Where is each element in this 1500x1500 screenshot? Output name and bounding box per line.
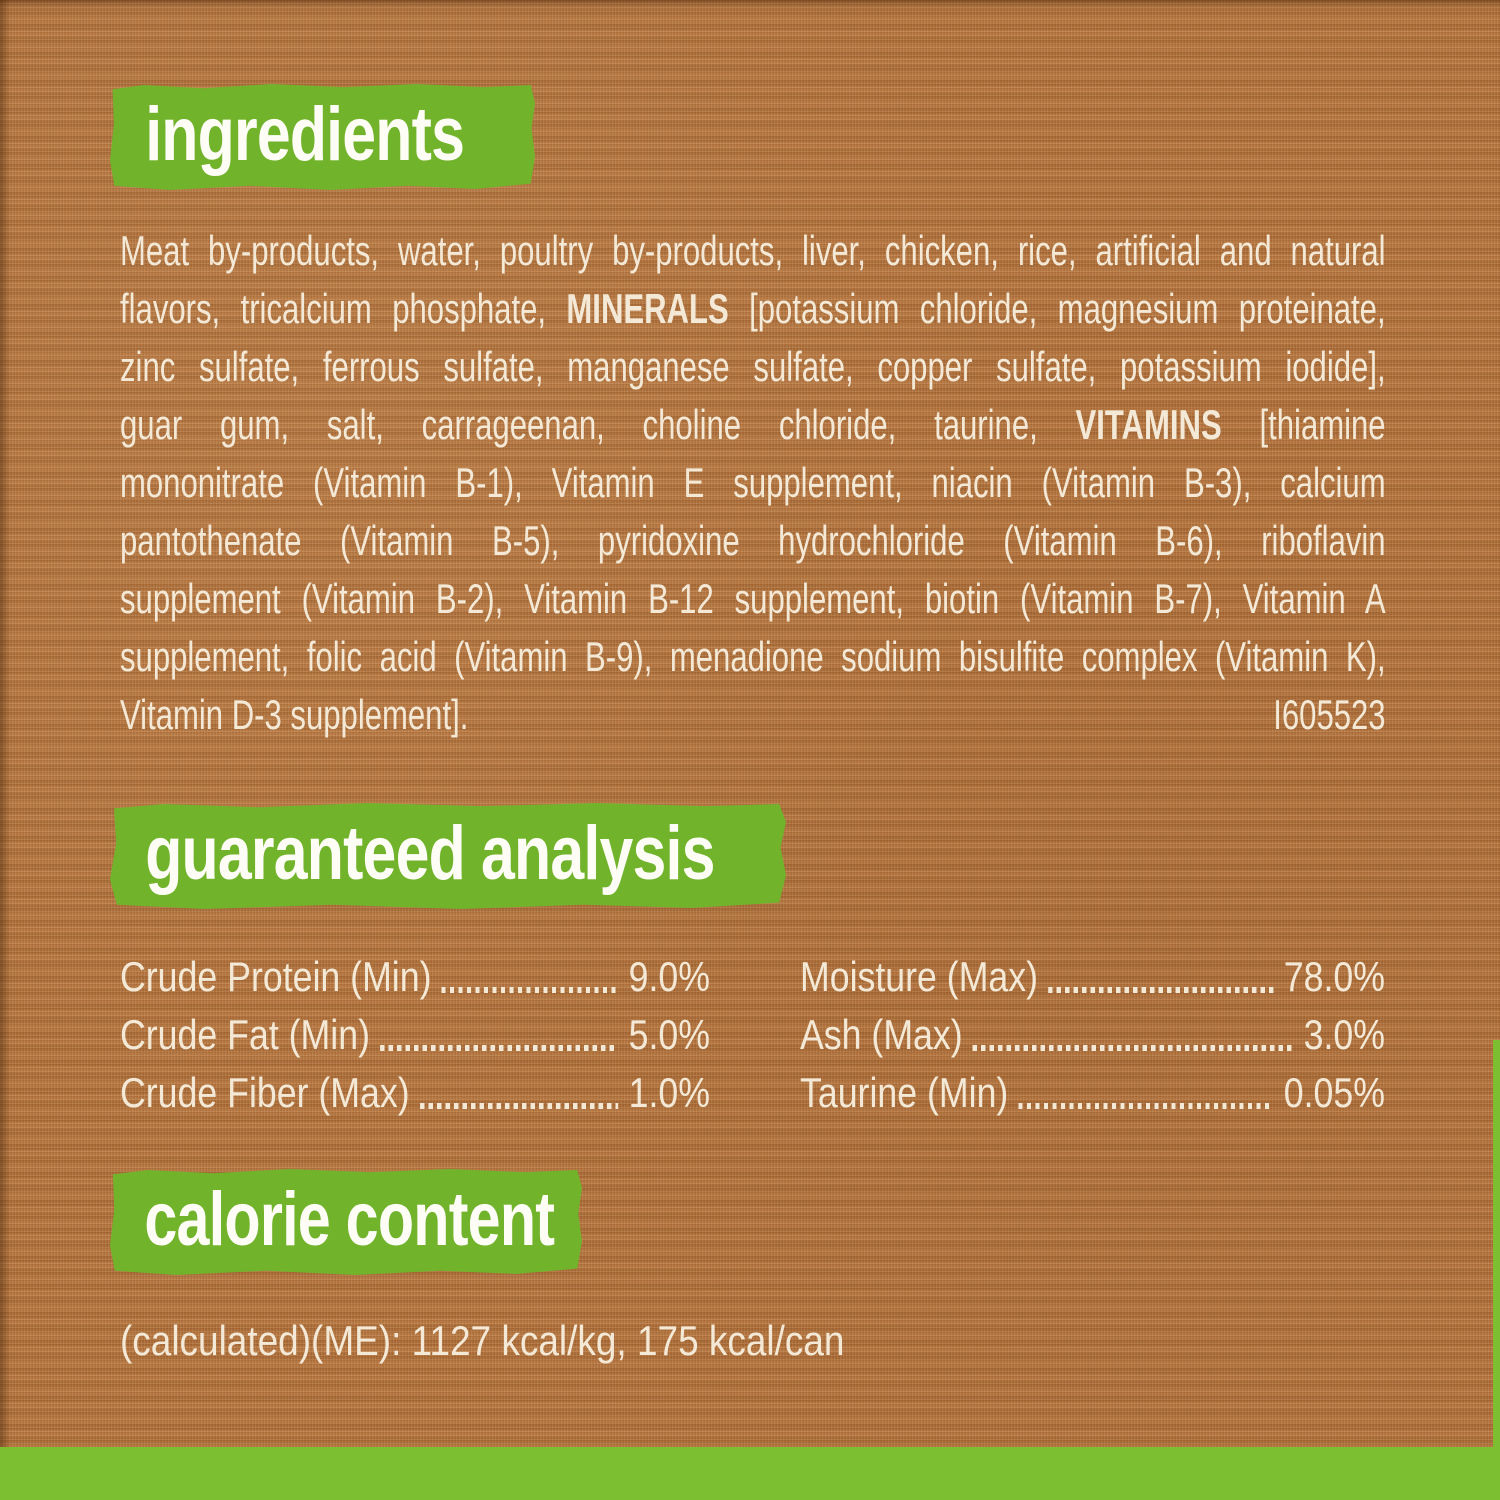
analysis-leader-dots [441, 987, 619, 993]
guaranteed-analysis-banner: guaranteed analysis [110, 803, 786, 909]
top-edge-shadow [0, 0, 1500, 9]
analysis-value: 5.0% [628, 1011, 711, 1058]
analysis-leader-dots [1018, 1103, 1274, 1109]
analysis-value: 3.0% [1303, 1011, 1386, 1058]
analysis-leader-dots [1048, 987, 1274, 993]
analysis-label: Moisture (Max) [800, 953, 1039, 1000]
ingredient-lines: Meat by-products, water, poultry by-prod… [120, 222, 1386, 686]
ingredient-line: supplement (Vitamin B-2), Vitamin B-12 s… [120, 575, 1386, 622]
analysis-label: Ash (Max) [800, 1011, 963, 1058]
calorie-content-title: calorie content [144, 1176, 555, 1262]
analysis-value: 9.0% [628, 953, 711, 1000]
analysis-column-right: Moisture (Max) 78.0% Ash (Max) 3.0% Taurine … [800, 948, 1385, 1122]
ingredient-line: supplement, folic acid (Vitamin B-9), me… [120, 633, 1386, 680]
analysis-label: Crude Fat (Min) [120, 1011, 370, 1058]
analysis-row: Ash (Max) 3.0% [800, 1006, 1385, 1064]
right-green-strip [1493, 1040, 1500, 1500]
ingredient-last-line-text: Vitamin D-3 supplement]. [120, 691, 469, 738]
ingredient-line: zinc sulfate, ferrous sulfate, manganese… [120, 343, 1386, 390]
analysis-label: Crude Fiber (Max) [120, 1069, 410, 1116]
analysis-leader-dots [972, 1045, 1294, 1051]
ingredient-line: Meat by-products, water, poultry by-prod… [120, 227, 1386, 274]
analysis-row: Crude Protein (Min) 9.0% [120, 948, 710, 1006]
analysis-row: Taurine (Min) 0.05% [800, 1064, 1385, 1122]
analysis-row: Moisture (Max) 78.0% [800, 948, 1385, 1006]
ingredients-banner: ingredients [110, 84, 535, 190]
ingredient-last-line: Vitamin D-3 supplement]. I605523 [120, 686, 1386, 744]
calorie-content-banner: calorie content [110, 1169, 582, 1275]
ingredients-paragraph: Meat by-products, water, poultry by-prod… [120, 222, 1386, 744]
analysis-value: 1.0% [628, 1069, 711, 1116]
ingredients-title: ingredients [145, 91, 465, 177]
calorie-content-text: (calculated)(ME): 1127 kcal/kg, 175 kcal… [120, 1317, 845, 1364]
analysis-leader-dots [380, 1045, 619, 1051]
analysis-value: 0.05% [1283, 1069, 1386, 1116]
left-edge-shadow [0, 0, 10, 1500]
ingredient-line: pantothenate (Vitamin B-5), pyridoxine h… [120, 517, 1386, 564]
bottom-green-bar [0, 1447, 1500, 1500]
product-code: I605523 [1273, 691, 1386, 738]
analysis-label: Crude Protein (Min) [120, 953, 432, 1000]
analysis-column-left: Crude Protein (Min) 9.0% Crude Fat (Min) 5.… [120, 948, 710, 1122]
analysis-value: 78.0% [1283, 953, 1386, 1000]
calorie-content-line: (calculated)(ME): 1127 kcal/kg, 175 kcal… [120, 1312, 940, 1370]
guaranteed-analysis-title: guaranteed analysis [145, 810, 715, 896]
ingredient-line: guar gum, salt, carrageenan, choline chl… [120, 401, 1386, 448]
analysis-leader-dots [419, 1103, 619, 1109]
analysis-row: Crude Fat (Min) 5.0% [120, 1006, 710, 1064]
ingredient-line: mononitrate (Vitamin B-1), Vitamin E sup… [120, 459, 1386, 506]
ingredient-line: flavors, tricalcium phosphate, MINERALS … [120, 285, 1386, 332]
analysis-label: Taurine (Min) [800, 1069, 1009, 1116]
analysis-row: Crude Fiber (Max) 1.0% [120, 1064, 710, 1122]
